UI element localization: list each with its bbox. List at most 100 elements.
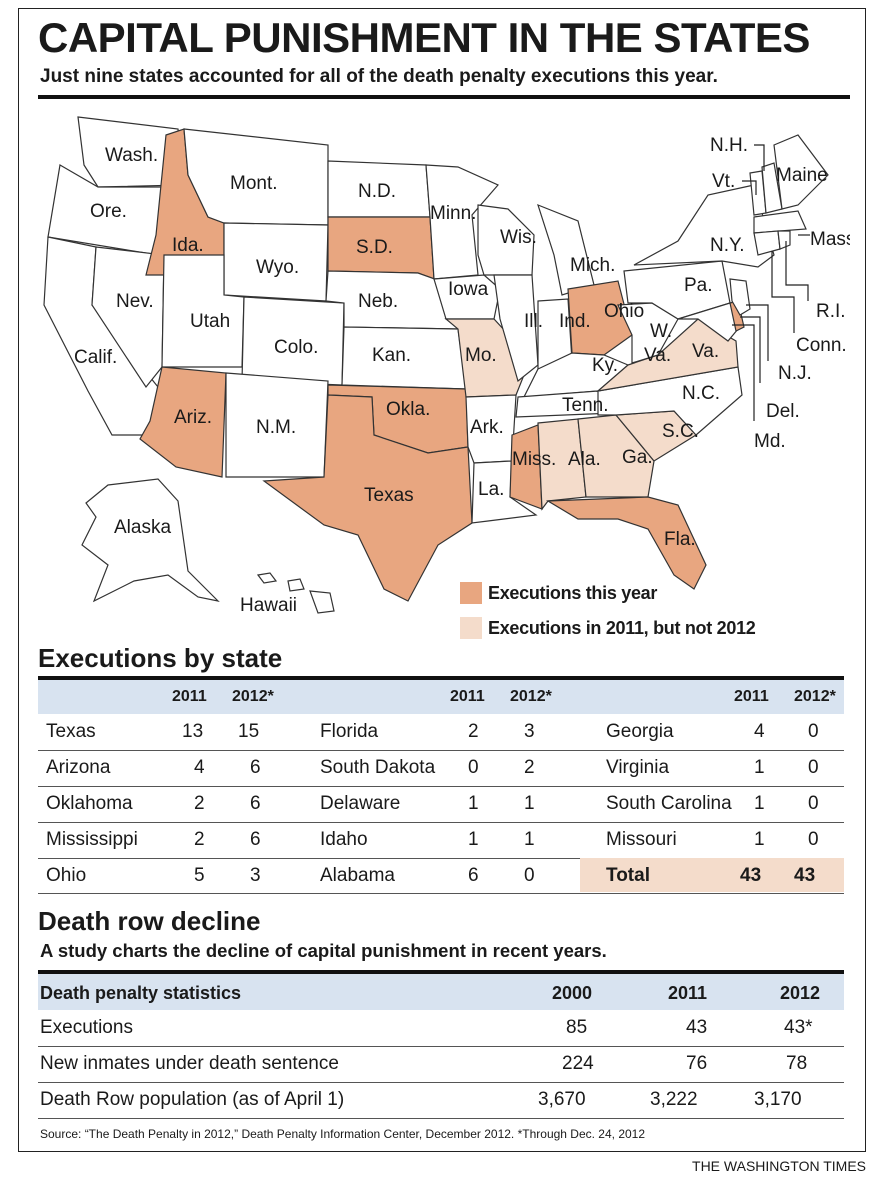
- exec-row-divider: [38, 786, 844, 787]
- state-texas: [262, 394, 473, 602]
- exec-2012-value: 6: [250, 793, 261, 814]
- exec-state: Idaho: [320, 829, 368, 850]
- state-hawaii: [256, 572, 335, 614]
- exec-state: Georgia: [606, 721, 674, 742]
- legend-swatch-prev: [460, 617, 482, 639]
- label-utah: Utah: [190, 311, 230, 332]
- deathrow-2000-value: 224: [562, 1053, 594, 1074]
- deathrow-2000-value: 85: [566, 1017, 588, 1038]
- exec-2012-value: 0: [524, 865, 535, 886]
- legend-label-prev: Executions in 2011, but not 2012: [488, 618, 756, 638]
- exec-state: Oklahoma: [46, 793, 133, 814]
- exec-col3-2012-header: 2012*: [794, 688, 836, 705]
- label-ill: Ill.: [524, 311, 543, 332]
- exec-total-label: Total: [606, 865, 650, 886]
- label-nd: N.D.: [358, 181, 396, 202]
- state-maryland: [677, 302, 739, 342]
- state-michigan: [537, 203, 595, 296]
- label-texas: Texas: [364, 485, 414, 506]
- exec-2011-value: 1: [468, 793, 479, 814]
- label-ark: Ark.: [470, 417, 504, 438]
- map-leader-lines: [732, 144, 810, 421]
- state-washington: [77, 116, 185, 188]
- deathrow-section-subtitle: A study charts the decline of capital pu…: [40, 940, 607, 961]
- exec-2012-value: 15: [238, 721, 260, 742]
- label-pa: Pa.: [684, 275, 713, 296]
- state-new-mexico: [225, 372, 329, 478]
- exec-2012-value: 3: [250, 865, 261, 886]
- exec-2011-value: 4: [194, 757, 205, 778]
- state-rhode-island: [777, 230, 791, 250]
- exec-total-2012: 43: [794, 865, 816, 886]
- exec-state: Texas: [46, 721, 96, 742]
- label-iowa: Iowa: [448, 279, 489, 300]
- exec-section-rule: [38, 676, 844, 680]
- state-alaska: [81, 478, 220, 603]
- label-kan: Kan.: [372, 345, 411, 366]
- label-sd: S.D.: [356, 237, 393, 258]
- exec-2011-value: 5: [194, 865, 205, 886]
- exec-2011-value: 0: [468, 757, 479, 778]
- label-conn: Conn.: [796, 335, 847, 356]
- exec-row-divider: [38, 822, 844, 823]
- label-wash: Wash.: [105, 145, 158, 166]
- map-states: [43, 116, 829, 614]
- source-note: Source: “The Death Penalty in 2012,” Dea…: [40, 1127, 646, 1141]
- deathrow-2000-value: 3,670: [538, 1089, 586, 1110]
- label-tenn: Tenn.: [562, 395, 608, 416]
- exec-state: Alabama: [320, 865, 395, 886]
- label-ore: Ore.: [90, 201, 127, 222]
- label-nc: N.C.: [682, 383, 720, 404]
- state-alabama: [537, 418, 587, 511]
- label-ky: Ky.: [592, 355, 618, 376]
- label-neb: Neb.: [358, 291, 398, 312]
- exec-total-band: [580, 858, 844, 892]
- deathrow-row-divider: [38, 1046, 844, 1047]
- exec-state: Ohio: [46, 865, 87, 886]
- label-fla: Fla.: [664, 529, 696, 550]
- deathrow-row-divider: [38, 1118, 844, 1119]
- label-sc: S.C.: [662, 421, 699, 442]
- deathrow-row-label: New inmates under death sentence: [40, 1053, 339, 1074]
- exec-2011-value: 6: [468, 865, 479, 886]
- state-massachusetts: [753, 210, 807, 234]
- deathrow-2011-value: 76: [686, 1053, 708, 1074]
- deathrow-row-label: Executions: [40, 1017, 133, 1038]
- deathrow-table-header: [38, 974, 844, 1010]
- label-miss: Miss.: [512, 449, 556, 470]
- exec-2012-value: 0: [808, 721, 819, 742]
- state-ohio: [567, 280, 633, 356]
- exec-col1-2011-header: 2011: [172, 688, 207, 705]
- exec-total-2011: 43: [740, 865, 762, 886]
- exec-col1-2012-header: 2012*: [232, 688, 274, 705]
- label-minn: Minn.: [430, 203, 476, 224]
- exec-col2-2011-header: 2011: [450, 688, 485, 705]
- exec-state: Missouri: [606, 829, 677, 850]
- exec-row-divider: [38, 750, 844, 751]
- label-nj: N.J.: [778, 363, 812, 384]
- state-new-jersey: [729, 278, 751, 316]
- deathrow-row-label: Death Row population (as of April 1): [40, 1089, 345, 1110]
- label-mont: Mont.: [230, 173, 278, 194]
- exec-2012-value: 0: [808, 793, 819, 814]
- label-ohio: Ohio: [604, 301, 644, 322]
- state-iowa: [433, 274, 501, 320]
- exec-2012-value: 3: [524, 721, 535, 742]
- exec-2011-value: 1: [468, 829, 479, 850]
- state-missouri: [444, 318, 525, 398]
- state-north-carolina: [597, 366, 743, 436]
- label-ala: Ala.: [568, 449, 601, 470]
- label-colo: Colo.: [274, 337, 318, 358]
- deathrow-2011-value: 3,222: [650, 1089, 698, 1110]
- exec-2012-value: 6: [250, 757, 261, 778]
- label-nm: N.M.: [256, 417, 296, 438]
- deathrow-2012-value: 3,170: [754, 1089, 802, 1110]
- state-minnesota: [425, 164, 499, 280]
- deathrow-header-2000: 2000: [552, 983, 593, 1003]
- exec-table-header: [38, 680, 844, 714]
- label-ny: N.Y.: [710, 235, 745, 256]
- label-nev: Nev.: [116, 291, 154, 312]
- exec-2012-value: 1: [524, 793, 535, 814]
- us-map: Wash. Ore. Calif. Nev. Ida. Mont. Wyo. U…: [43, 116, 850, 616]
- exec-2012-value: 0: [808, 829, 819, 850]
